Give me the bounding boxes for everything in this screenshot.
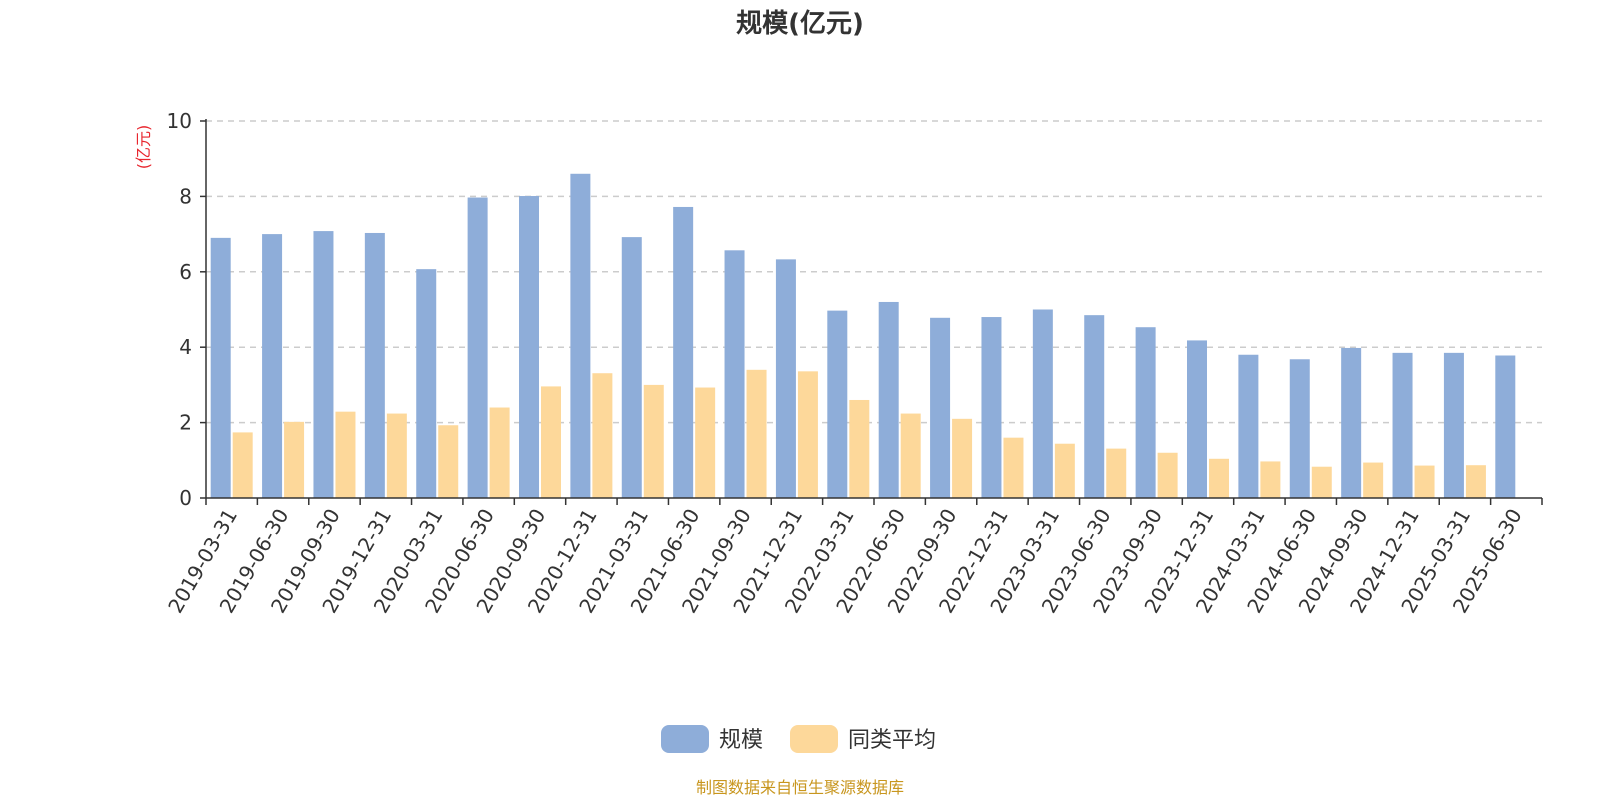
legend-item-scale[interactable]: 规模 (661, 725, 763, 753)
bar-scale (313, 231, 334, 499)
y-tick-label: 8 (179, 184, 192, 208)
bar-scale (878, 301, 899, 498)
bar-scale (981, 317, 1002, 498)
bar-peer-average (1157, 452, 1178, 498)
bar-scale (1495, 355, 1516, 498)
bar-peer-average (1311, 466, 1332, 498)
bar-scale (775, 259, 796, 498)
bar-scale (467, 197, 488, 498)
axes (200, 119, 1543, 505)
bar-scale (930, 317, 951, 498)
bar-scale (1135, 327, 1156, 498)
y-axis-unit-label: (亿元) (134, 125, 153, 170)
bar-scale (416, 269, 437, 498)
bar-scale (1187, 340, 1207, 498)
legend-label: 规模 (719, 728, 763, 753)
bar-peer-average (746, 369, 767, 498)
bars (210, 173, 1516, 499)
bar-scale (724, 250, 745, 498)
bar-peer-average (1414, 465, 1435, 498)
bar-scale (1341, 347, 1362, 498)
bar-scale (570, 173, 591, 498)
y-tick-label: 6 (179, 260, 192, 284)
bar-peer-average (386, 413, 407, 498)
bar-peer-average (1260, 461, 1281, 498)
bar-scale (262, 234, 283, 498)
bar-scale (673, 206, 694, 498)
bar-peer-average (1209, 458, 1229, 498)
bar-scale (827, 310, 848, 498)
bar-peer-average (335, 411, 356, 498)
bar-peer-average (284, 421, 305, 498)
bar-peer-average (232, 432, 253, 498)
bar-peer-average (438, 425, 459, 498)
chart-title: 规模(亿元) (736, 9, 864, 39)
bar-scale (364, 232, 385, 498)
bar-scale (621, 237, 642, 498)
source-note: 制图数据来自恒生聚源数据库 (696, 778, 904, 797)
bar-peer-average (592, 373, 613, 498)
bar-peer-average (952, 418, 973, 498)
legend-swatch (790, 725, 838, 753)
legend-label: 同类平均 (848, 728, 936, 753)
bar-scale (1289, 359, 1310, 498)
y-tick-label: 2 (179, 411, 192, 435)
bar-peer-average (643, 384, 664, 498)
bar-peer-average (1465, 465, 1486, 498)
bar-scale (1238, 354, 1259, 498)
bar-peer-average (1106, 448, 1127, 498)
bar-scale (1084, 315, 1105, 498)
legend: 规模 同类平均 (661, 725, 936, 753)
y-tick-label: 10 (167, 109, 192, 133)
x-tick-labels: 2019-03-312019-06-302019-09-302019-12-31… (163, 505, 1527, 618)
legend-swatch (661, 725, 709, 753)
bar-peer-average (541, 386, 561, 498)
bar-peer-average (849, 399, 870, 498)
bar-scale (1392, 352, 1413, 498)
bar-scale (1443, 352, 1464, 498)
y-tick-label: 0 (179, 486, 192, 510)
y-tick-label: 4 (179, 335, 192, 359)
bar-scale (1032, 309, 1053, 498)
bar-peer-average (797, 371, 818, 498)
bar-peer-average (1363, 462, 1384, 498)
legend-item-peer-average[interactable]: 同类平均 (790, 725, 936, 753)
bar-peer-average (1003, 437, 1024, 498)
bar-peer-average (900, 413, 921, 498)
bar-peer-average (1054, 443, 1075, 498)
bar-scale (210, 237, 231, 498)
y-tick-labels: 0 2 4 6 8 10 (167, 109, 192, 510)
bar-scale (519, 196, 539, 498)
bar-peer-average (695, 387, 716, 498)
bar-peer-average (489, 407, 510, 498)
